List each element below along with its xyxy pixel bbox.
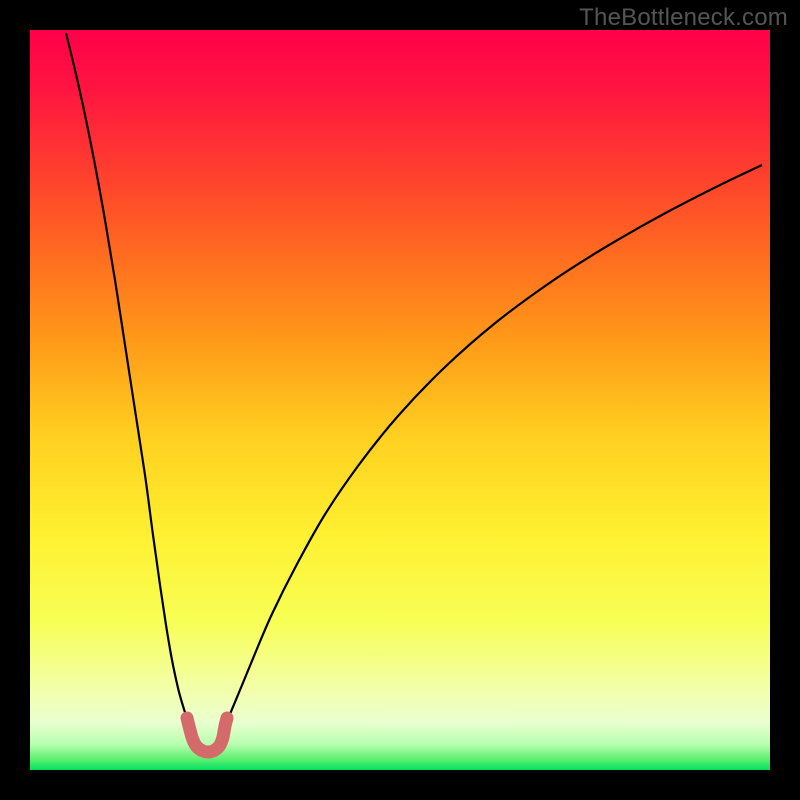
watermark-text: TheBottleneck.com [579, 4, 788, 32]
chart-stage: TheBottleneck.com [0, 0, 800, 800]
gradient-background [30, 30, 770, 770]
bottleneck-chart-svg [0, 0, 800, 800]
